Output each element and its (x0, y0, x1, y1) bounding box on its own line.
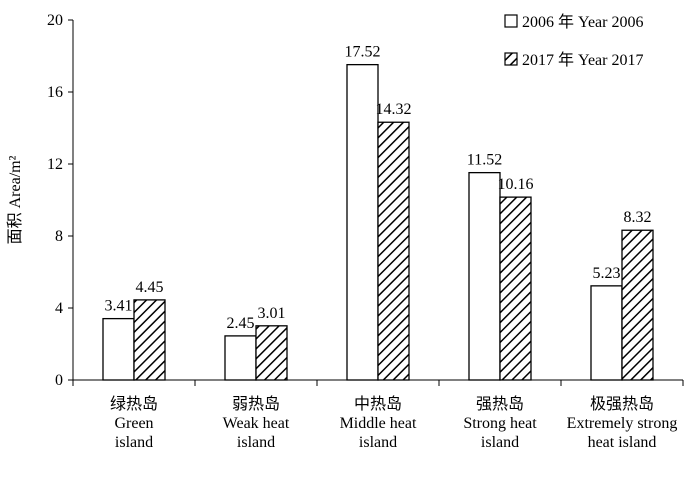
legend-label: 2006 年 Year 2006 (522, 13, 644, 31)
category-label: Green (114, 415, 153, 432)
category-label: island (115, 434, 153, 451)
bar-2017 (255, 325, 288, 381)
bars (102, 63, 654, 381)
category-label: 中热岛 (354, 395, 402, 413)
bar-2017 (499, 196, 532, 381)
bar-2017 (133, 299, 166, 381)
y-axis-label: 面积 Area/m² (6, 155, 24, 244)
y-tick-label: 20 (47, 12, 63, 29)
category-label: heat island (588, 434, 657, 451)
y-tick-label: 12 (47, 156, 63, 173)
legend-label: 2017 年 Year 2017 (522, 51, 644, 69)
data-label: 10.16 (498, 176, 534, 193)
category-label: 弱热岛 (232, 395, 280, 413)
category-label: island (481, 434, 519, 451)
category-label: Extremely strong (567, 415, 678, 432)
category-label: 强热岛 (476, 395, 524, 413)
data-label: 14.32 (376, 101, 412, 118)
bar-2006 (590, 285, 623, 381)
category-labels: 绿热岛 Green island 弱热岛 Weak heat island 中热岛 Middl… (110, 395, 677, 451)
y-tick-label: 16 (47, 84, 63, 101)
data-label: 5.23 (593, 265, 621, 282)
legend: 2006 年 Year 2006 2017 年 Year 2017 (504, 13, 644, 69)
bar-2006 (468, 171, 501, 381)
bar-2017 (377, 121, 410, 381)
category-label: 绿热岛 (110, 395, 158, 413)
axes: 0 4 8 12 16 20 (47, 12, 684, 389)
bar-2017 (621, 229, 654, 381)
category-label: island (359, 434, 397, 451)
legend-swatch (504, 14, 518, 28)
category-label: Weak heat (223, 415, 290, 432)
legend-swatch (504, 52, 518, 66)
data-label: 3.01 (258, 305, 286, 322)
data-labels: 3.41 2.45 17.52 11.52 5.23 4.45 3.01 14.32 10.16… (105, 44, 652, 332)
data-label: 17.52 (345, 44, 381, 61)
y-tick-label: 0 (55, 372, 63, 389)
data-label: 4.45 (136, 279, 164, 296)
category-label: Strong heat (463, 415, 537, 432)
bar-2006 (102, 317, 135, 381)
bar-2006 (346, 63, 379, 381)
y-tick-label: 4 (55, 300, 63, 317)
y-tick-label: 8 (55, 228, 63, 245)
category-label: island (237, 434, 275, 451)
data-label: 11.52 (467, 152, 502, 169)
data-label: 2.45 (227, 315, 255, 332)
category-label: 极强热岛 (590, 395, 654, 413)
category-label: Middle heat (340, 415, 417, 432)
bar-2006 (224, 335, 257, 381)
data-label: 8.32 (624, 209, 652, 226)
data-label: 3.41 (105, 298, 133, 315)
